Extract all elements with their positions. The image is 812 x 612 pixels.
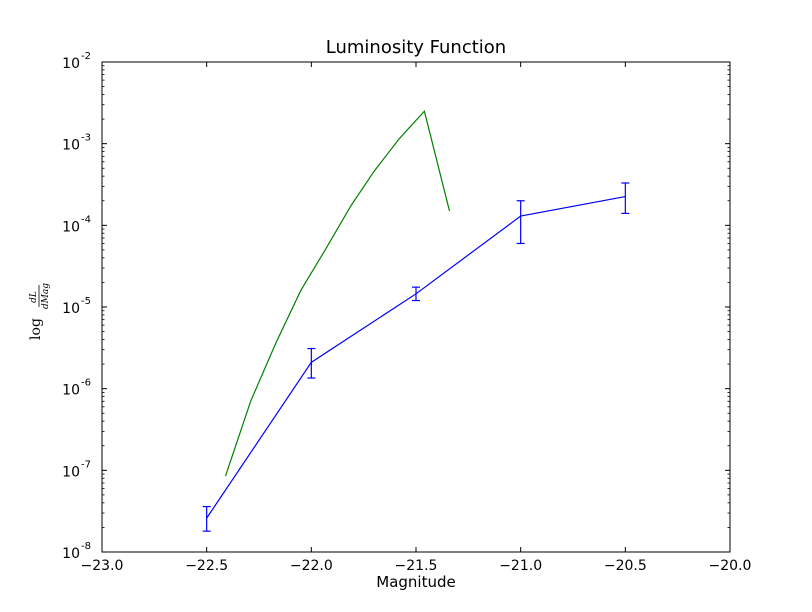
y-tick-label-base: 10 [62,219,80,235]
x-tick-label: −23.0 [81,558,124,574]
y-axis-label-numerator: dL [29,291,39,303]
x-tick-label: −20.5 [604,558,647,574]
y-tick-label-base: 10 [62,138,80,154]
y-tick-label-exponent: -5 [81,296,91,307]
y-tick-label-exponent: -4 [81,214,91,225]
x-axis-label: Magnitude [376,573,455,591]
y-tick-label: 10 [62,56,80,72]
series-1-line [224,109,451,477]
y-axis-label-prefix: log [28,318,44,340]
y-axis-label: log dL dMag [28,283,51,340]
y-tick-label: 10 [62,464,80,480]
y-tick-label-exponent: -2 [81,51,91,62]
y-tick-label-base: 10 [62,56,80,72]
plot-frame [101,61,731,553]
y-axis-label-denominator: dMag [41,283,51,309]
y-tick-label-exponent: -8 [81,541,91,552]
y-tick-label-base: 10 [62,464,80,480]
y-tick-label-base: 10 [62,301,80,317]
x-tick-label: −22.0 [290,558,333,574]
series-layer [202,109,630,532]
x-tick-label: −22.5 [185,558,228,574]
y-tick-label-base: 10 [62,546,80,562]
y-tick-label-base: 10 [62,383,80,399]
chart-title: Luminosity Function [326,37,506,58]
x-tick-label: −21.0 [499,558,542,574]
y-tick-label: 10 [62,383,80,399]
x-tick-label: −20.0 [709,558,752,574]
y-tick-label: 10 [62,219,80,235]
x-tick-label: −21.5 [395,558,438,574]
y-tick-label-exponent: -6 [81,378,91,389]
y-tick-label: 10 [62,301,80,317]
y-tick-label: 10 [62,546,80,562]
axis-ticks: −23.0 −22.5 −22.0 −21.5 −21.0 −20.5 −20.010 -81… [62,51,751,574]
y-tick-label-exponent: -7 [81,459,91,470]
y-tick-label: 10 [62,138,80,154]
y-tick-label-exponent: -3 [81,133,91,144]
